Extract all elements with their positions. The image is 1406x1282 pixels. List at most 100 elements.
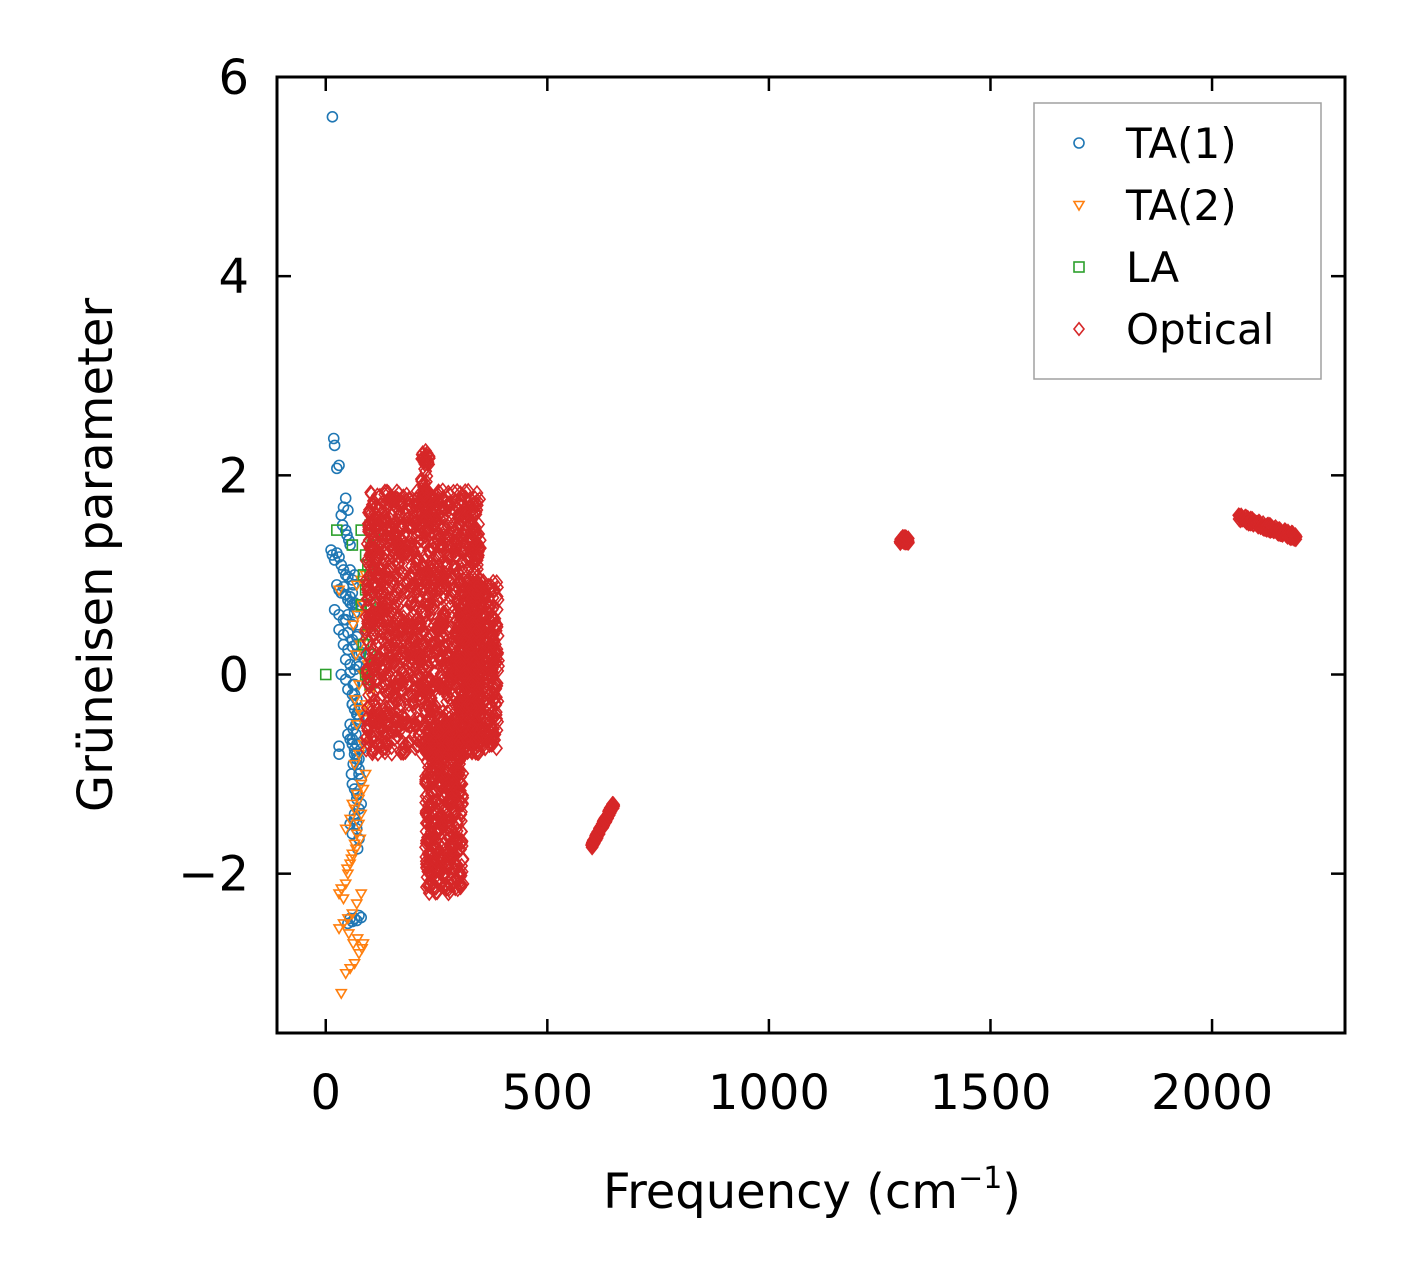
- data-point: [352, 949, 366, 960]
- data-point: [405, 509, 419, 526]
- data-point: [348, 695, 362, 706]
- data-point: [432, 863, 446, 881]
- data-point: [441, 718, 455, 735]
- data-point: [351, 934, 365, 945]
- data-point: [474, 728, 488, 746]
- data-point: [425, 862, 439, 879]
- data-point: [399, 617, 413, 635]
- data-point: [470, 600, 484, 617]
- x-tick-label: 1500: [929, 1065, 1051, 1121]
- data-point: [391, 728, 405, 745]
- data-point: [441, 729, 455, 746]
- data-point: [341, 869, 355, 881]
- data-point: [439, 765, 453, 782]
- legend-label: Optical: [1126, 305, 1274, 354]
- data-point: [348, 606, 361, 619]
- data-point: [396, 676, 410, 693]
- data-point: [428, 808, 442, 826]
- data-point: [444, 824, 458, 841]
- data-point: [369, 654, 383, 672]
- data-point: [1289, 528, 1303, 545]
- data-point: [413, 677, 427, 694]
- x-axis-label: Frequency (cm−1): [603, 1161, 1021, 1220]
- data-point: [470, 623, 484, 641]
- data-point: [459, 712, 473, 729]
- data-point: [441, 735, 455, 753]
- data-point: [438, 529, 452, 547]
- data-point: [410, 671, 424, 689]
- data-point: [427, 599, 441, 617]
- legend-marker: [1072, 200, 1086, 212]
- data-point: [454, 876, 468, 893]
- data-point: [420, 591, 434, 608]
- data-point: [377, 612, 391, 629]
- data-point: [450, 845, 464, 862]
- data-point: [337, 919, 350, 931]
- data-point: [428, 514, 442, 531]
- data-point: [361, 504, 376, 521]
- data-point: [485, 684, 499, 701]
- data-point: [465, 698, 479, 716]
- data-point: [437, 603, 451, 621]
- data-point: [441, 825, 455, 842]
- data-point: [331, 462, 343, 475]
- data-point: [374, 722, 388, 739]
- data-point: [404, 594, 418, 611]
- data-point: [454, 543, 468, 560]
- series-optical: [359, 442, 1303, 902]
- data-point: [379, 703, 393, 721]
- data-point: [365, 741, 380, 758]
- data-point: [466, 662, 481, 679]
- data-point: [408, 493, 422, 511]
- data-point: [427, 765, 441, 783]
- data-point: [428, 823, 442, 840]
- data-point: [463, 550, 477, 567]
- data-point: [439, 627, 453, 644]
- data-point: [373, 513, 388, 530]
- data-point: [388, 557, 402, 574]
- data-point: [377, 512, 391, 529]
- data-point: [436, 852, 450, 869]
- data-point: [452, 841, 466, 858]
- data-point: [414, 532, 428, 549]
- data-point: [392, 485, 406, 502]
- data-point: [405, 687, 419, 704]
- data-point: [461, 482, 475, 499]
- data-point: [435, 537, 449, 554]
- data-point: [354, 889, 368, 901]
- data-point: [442, 811, 456, 829]
- data-point: [428, 879, 442, 897]
- data-point: [419, 607, 433, 624]
- data-point: [366, 554, 380, 572]
- data-point: [454, 812, 468, 830]
- data-point: [382, 578, 396, 595]
- legend-marker: [1073, 261, 1085, 273]
- data-point: [455, 834, 469, 851]
- data-point: [347, 678, 360, 691]
- data-point: [479, 587, 493, 604]
- data-point: [353, 834, 367, 846]
- data-point: [345, 768, 358, 780]
- data-point: [465, 505, 479, 522]
- data-point: [392, 672, 406, 689]
- data-point: [417, 677, 431, 695]
- data-point: [351, 708, 364, 721]
- data-point: [420, 501, 434, 519]
- data-point: [383, 669, 397, 686]
- data-point: [446, 841, 460, 858]
- data-point: [440, 659, 454, 677]
- data-point: [453, 649, 467, 666]
- series-ta-2-: [332, 570, 377, 1000]
- data-point: [454, 803, 468, 821]
- data-point: [423, 702, 437, 719]
- data-point: [374, 589, 388, 606]
- data-point: [452, 797, 466, 814]
- data-point: [459, 632, 473, 650]
- data-point: [398, 669, 412, 687]
- data-point: [465, 687, 479, 704]
- data-point: [457, 510, 471, 527]
- data-point: [333, 459, 345, 472]
- data-point: [481, 577, 495, 595]
- data-point: [453, 571, 467, 589]
